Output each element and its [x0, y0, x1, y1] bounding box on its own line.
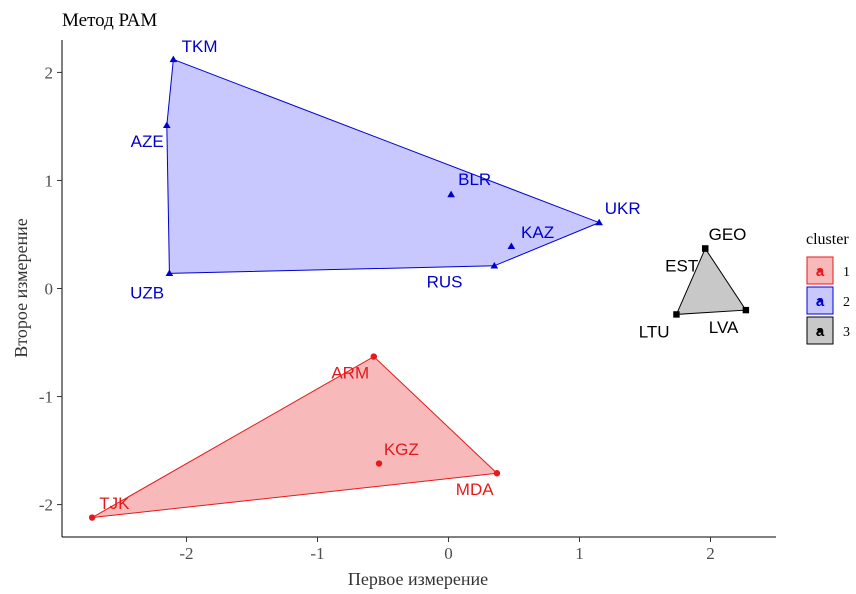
- point-label-tkm: TKM: [182, 37, 218, 56]
- legend-marker-2: [817, 297, 823, 303]
- point-uzb: [165, 269, 174, 277]
- legend-title: cluster: [806, 231, 849, 248]
- point-label-kaz: KAZ: [521, 223, 554, 242]
- y-tick-label: 0: [45, 280, 54, 299]
- legend-marker-1: [817, 268, 823, 273]
- x-axis: -2 -1 0 1 2: [62, 536, 776, 563]
- point-est: [702, 245, 709, 252]
- point-ltu: [673, 311, 680, 318]
- y-tick-label: 1: [45, 171, 54, 190]
- point-kaz: [507, 242, 516, 250]
- cluster-2-hull: [166, 58, 601, 274]
- cluster-3-hull: [675, 247, 747, 315]
- legend: cluster a 1a 2a 3: [806, 231, 850, 345]
- point-label-rus: RUS: [427, 273, 463, 292]
- point-label-aze: AZE: [131, 132, 164, 151]
- point-label-lva: LVA: [709, 318, 739, 337]
- y-tick-label: 2: [45, 63, 54, 82]
- point-kgz: [375, 460, 383, 467]
- y-tick-label: -2: [39, 496, 53, 515]
- point-lva: [742, 306, 750, 314]
- y-tick-label: -1: [39, 388, 53, 407]
- legend-glyph-3: a: [816, 323, 825, 340]
- x-tick-label: -1: [310, 544, 324, 563]
- x-tick-label: 2: [706, 544, 715, 563]
- point-label-tjk: TJK: [99, 494, 130, 513]
- point-ukr: [595, 218, 603, 226]
- point-label-uzb: UZB: [130, 283, 164, 302]
- point-label-kgz: KGZ: [384, 440, 419, 459]
- x-tick-label: 1: [575, 544, 584, 563]
- legend-glyph-2: a: [816, 293, 825, 310]
- point-label-ukr: UKR: [605, 199, 641, 218]
- legend-label-1: 1: [843, 265, 850, 280]
- cluster-1-hull: [91, 355, 499, 519]
- point-tkm: [169, 55, 178, 63]
- point-label-blr: BLR: [458, 170, 491, 189]
- plot-panel: ARM KGZ MDA TJK TKM AZE BLR UKR KAZ RUS UZB GEO EST L…: [88, 37, 750, 521]
- point-arm: [370, 353, 378, 360]
- legend-label-2: 2: [843, 295, 850, 310]
- x-tick-label: -2: [179, 544, 193, 563]
- point-aze: [162, 121, 171, 129]
- point-rus: [490, 261, 499, 269]
- x-tick-label: 0: [444, 544, 453, 563]
- point-label-ltu: LTU: [639, 322, 670, 341]
- point-blr: [447, 190, 455, 198]
- x-axis-title: Первое измерение: [348, 569, 488, 589]
- point-label-geo: GEO: [709, 225, 747, 244]
- y-axis: -2 -1 0 1 2: [39, 40, 63, 537]
- legend-label-3: 3: [843, 325, 850, 340]
- legend-marker-3: [817, 328, 823, 333]
- point-label-mda: MDA: [456, 480, 494, 499]
- point-mda: [493, 470, 501, 477]
- chart-title: Метод РАМ: [62, 10, 157, 31]
- y-axis-title: Второе измерение: [11, 218, 31, 357]
- point-tjk: [88, 514, 96, 521]
- point-label-arm: ARM: [331, 363, 369, 382]
- point-label-est: EST: [665, 256, 698, 275]
- legend-glyph-1: a: [816, 263, 825, 280]
